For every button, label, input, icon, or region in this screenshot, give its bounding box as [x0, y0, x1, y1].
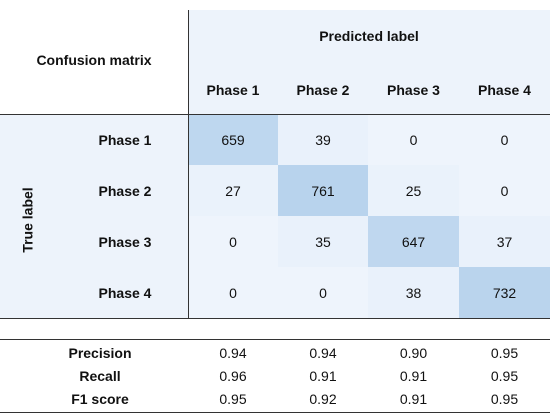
metric-value: 0.95 [490, 367, 519, 384]
metric-value: 0.92 [309, 390, 337, 407]
column-header: Phase 1 [206, 82, 260, 98]
metric-value: 0.94 [219, 344, 247, 361]
matrix-title: Confusion matrix [36, 52, 152, 68]
metric-value: 0.91 [399, 390, 428, 407]
matrix-cell: 27 [188, 165, 278, 216]
row-header: Phase 3 [98, 233, 152, 250]
matrix-cell: 0 [278, 267, 368, 318]
matrix-cell: 37 [459, 216, 550, 267]
column-header: Phase 2 [296, 82, 350, 98]
matrix-cell: 35 [278, 216, 368, 267]
matrix-cell: 0 [368, 114, 459, 165]
metric-value: 0.94 [309, 344, 337, 361]
matrix-cell: 0 [188, 216, 278, 267]
metric-value: 0.91 [309, 367, 337, 384]
true-label-band [0, 114, 188, 318]
row-header: Phase 1 [98, 131, 152, 148]
matrix-cell: 38 [368, 267, 459, 318]
matrix-cell: 647 [368, 216, 459, 267]
matrix-cell: 761 [278, 165, 368, 216]
true-label-axis-title: True label [20, 187, 37, 253]
metric-value: 0.95 [219, 390, 247, 407]
matrix-bottom-divider [0, 318, 550, 319]
metric-value: 0.95 [490, 390, 519, 407]
predicted-header-band [188, 10, 550, 114]
metric-value: 0.90 [399, 344, 428, 361]
matrix-cell: 39 [278, 114, 368, 165]
matrix-cell: 0 [188, 267, 278, 318]
column-header: Phase 3 [387, 82, 440, 98]
metric-value: 0.95 [490, 344, 519, 361]
matrix-cell: 0 [459, 114, 550, 165]
metrics-bottom-divider [0, 412, 550, 413]
vertical-divider [188, 10, 189, 318]
metric-value: 0.91 [399, 367, 428, 384]
metric-label: Precision [68, 344, 132, 361]
matrix-cell: 659 [188, 114, 278, 165]
header-divider [0, 114, 550, 115]
column-header: Phase 4 [478, 82, 531, 98]
metrics-top-divider [0, 339, 550, 340]
metric-label: F1 score [71, 390, 129, 407]
row-header: Phase 2 [98, 182, 152, 199]
metric-label: Recall [79, 367, 121, 384]
matrix-cell: 25 [368, 165, 459, 216]
row-header: Phase 4 [98, 284, 152, 301]
metric-value: 0.96 [219, 367, 247, 384]
predicted-label-axis-title: Predicted label [319, 28, 419, 44]
matrix-cell: 0 [459, 165, 550, 216]
matrix-cell: 732 [459, 267, 550, 318]
